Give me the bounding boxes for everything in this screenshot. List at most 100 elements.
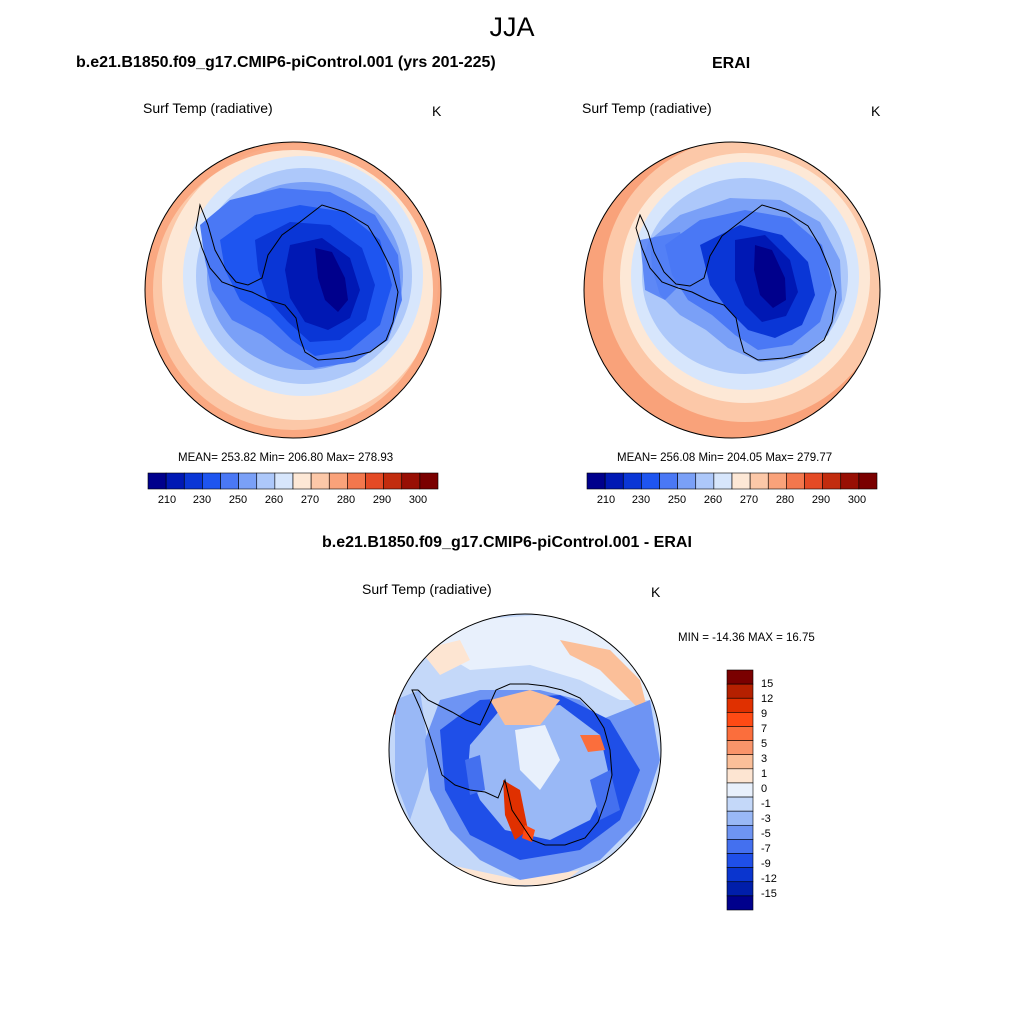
diff-colorbar	[726, 669, 754, 911]
obs-variable-label: Surf Temp (radiative)	[582, 100, 712, 116]
obs-colorbar-swatch	[804, 472, 823, 490]
diff-colorbar-tick: 15	[761, 678, 774, 690]
obs-colorbar	[586, 472, 878, 490]
model-colorbar-swatch	[202, 472, 221, 490]
diff-colorbar-tick: -5	[761, 828, 771, 840]
diff-colorbar-tick: -9	[761, 858, 771, 870]
diff-panel-title: b.e21.B1850.f09_g17.CMIP6-piControl.001 …	[322, 534, 692, 551]
obs-polar-map	[584, 142, 880, 438]
diff-colorbar-tick: 1	[761, 768, 768, 780]
diff-colorbar-swatch	[726, 669, 754, 685]
diff-colorbar-tick: -7	[761, 843, 771, 855]
obs-colorbar-tick: 280	[775, 494, 795, 506]
obs-stats: MEAN= 256.08 Min= 204.05 Max= 279.77	[617, 452, 833, 464]
obs-map-border	[583, 141, 881, 439]
diff-colorbar-swatch	[726, 683, 754, 699]
diff-colorbar-swatch	[726, 839, 754, 854]
diff-colorbar-swatch	[726, 796, 754, 812]
diff-colorbar-tick: 3	[761, 753, 768, 765]
obs-colorbar-swatch	[641, 472, 660, 490]
obs-units-label: K	[871, 103, 881, 119]
diff-colorbar-tick: 5	[761, 738, 768, 750]
diff-colorbar-swatch	[726, 740, 754, 756]
model-colorbar-tick: 270	[300, 494, 320, 506]
diff-colorbar-tick: 0	[761, 783, 768, 795]
model-stats: MEAN= 253.82 Min= 206.80 Max= 278.93	[178, 452, 394, 464]
diff-colorbar-swatch	[726, 824, 754, 840]
obs-colorbar-swatch	[822, 472, 842, 490]
model-variable-label: Surf Temp (radiative)	[143, 100, 273, 116]
diff-colorbar-tick: 9	[761, 708, 768, 720]
obs-colorbar-swatch	[731, 472, 751, 490]
model-colorbar-swatch	[292, 472, 312, 490]
model-colorbar-swatch	[274, 472, 294, 490]
obs-colorbar-tick: 250	[667, 494, 687, 506]
model-colorbar-swatch	[220, 472, 239, 490]
obs-colorbar-tick: 230	[631, 494, 651, 506]
model-colorbar-swatch	[419, 472, 439, 490]
diff-units-label: K	[651, 584, 661, 600]
obs-colorbar-swatch	[767, 472, 787, 490]
obs-colorbar-swatch	[695, 472, 715, 490]
obs-colorbar-swatch	[786, 472, 805, 490]
model-colorbar	[147, 472, 439, 490]
obs-colorbar-swatch	[713, 472, 733, 490]
diff-colorbar-swatch	[726, 768, 754, 784]
obs-colorbar-swatch	[622, 472, 642, 490]
diff-colorbar-tick: -3	[761, 813, 771, 825]
diff-colorbar-swatch	[726, 810, 754, 826]
model-colorbar-tick: 210	[157, 494, 177, 506]
obs-colorbar-swatch	[586, 472, 606, 490]
diff-colorbar-tick: 12	[761, 693, 774, 705]
model-colorbar-swatch	[365, 472, 384, 490]
model-colorbar-swatch	[238, 472, 258, 490]
model-panel-title: b.e21.B1850.f09_g17.CMIP6-piControl.001 …	[76, 54, 496, 71]
obs-colorbar-swatch	[858, 472, 878, 490]
model-colorbar-tick: 230	[192, 494, 212, 506]
model-colorbar-tick: 290	[372, 494, 392, 506]
model-colorbar-swatch	[347, 472, 366, 490]
page-title: JJA	[489, 12, 535, 42]
model-units-label: K	[432, 103, 442, 119]
obs-colorbar-tick: 210	[596, 494, 616, 506]
obs-colorbar-tick: 260	[703, 494, 723, 506]
diff-colorbar-tick: -1	[761, 798, 771, 810]
obs-colorbar-swatch	[749, 472, 769, 490]
model-colorbar-tick: 260	[264, 494, 284, 506]
obs-colorbar-tick: 270	[739, 494, 759, 506]
diff-colorbar-tick: -12	[761, 873, 777, 885]
model-colorbar-swatch	[383, 472, 403, 490]
diff-map-border	[388, 613, 662, 887]
obs-colorbar-swatch	[840, 472, 860, 490]
model-polar-map	[145, 142, 441, 438]
obs-panel-title: ERAI	[712, 55, 751, 72]
model-colorbar-tick: 250	[228, 494, 248, 506]
diff-colorbar-tick: -15	[761, 888, 777, 900]
diff-stats: MIN = -14.36 MAX = 16.75	[678, 632, 815, 644]
model-colorbar-tick: 300	[408, 494, 428, 506]
obs-colorbar-tick: 300	[847, 494, 867, 506]
obs-colorbar-tick: 290	[811, 494, 831, 506]
diff-colorbar-tick: 7	[761, 723, 768, 735]
obs-colorbar-swatch	[604, 472, 624, 490]
model-colorbar-tick: 280	[336, 494, 356, 506]
diff-colorbar-swatch	[726, 853, 754, 868]
model-colorbar-swatch	[328, 472, 348, 490]
model-colorbar-swatch	[165, 472, 185, 490]
diff-colorbar-swatch	[726, 867, 754, 883]
model-colorbar-swatch	[401, 472, 421, 490]
model-colorbar-swatch	[183, 472, 203, 490]
diff-colorbar-swatch	[726, 754, 754, 770]
diff-variable-label: Surf Temp (radiative)	[362, 581, 492, 597]
diff-colorbar-swatch	[726, 881, 754, 897]
diff-colorbar-swatch	[726, 726, 754, 741]
model-colorbar-swatch	[147, 472, 167, 490]
diff-colorbar-swatch	[726, 782, 754, 798]
diff-polar-map	[389, 614, 661, 886]
model-colorbar-swatch	[310, 472, 330, 490]
obs-colorbar-swatch	[659, 472, 678, 490]
model-map-border	[144, 141, 442, 439]
diff-colorbar-swatch	[726, 697, 754, 713]
diff-colorbar-swatch	[726, 712, 754, 727]
